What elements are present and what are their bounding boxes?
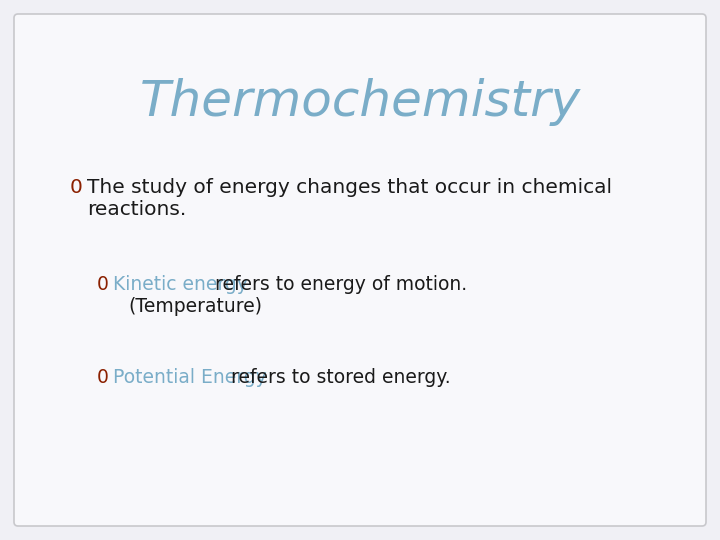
Text: Potential Energy: Potential Energy: [113, 368, 266, 387]
Text: 0: 0: [97, 275, 109, 294]
Text: Kinetic energy: Kinetic energy: [113, 275, 248, 294]
Text: 0: 0: [70, 178, 83, 197]
FancyBboxPatch shape: [14, 14, 706, 526]
Text: Thermochemistry: Thermochemistry: [140, 78, 580, 126]
Text: refers to energy of motion.: refers to energy of motion.: [209, 275, 467, 294]
Text: The study of energy changes that occur in chemical
reactions.: The study of energy changes that occur i…: [87, 178, 612, 219]
Text: refers to stored energy.: refers to stored energy.: [225, 368, 451, 387]
Text: (Temperature): (Temperature): [128, 297, 262, 316]
Text: 0: 0: [97, 368, 109, 387]
